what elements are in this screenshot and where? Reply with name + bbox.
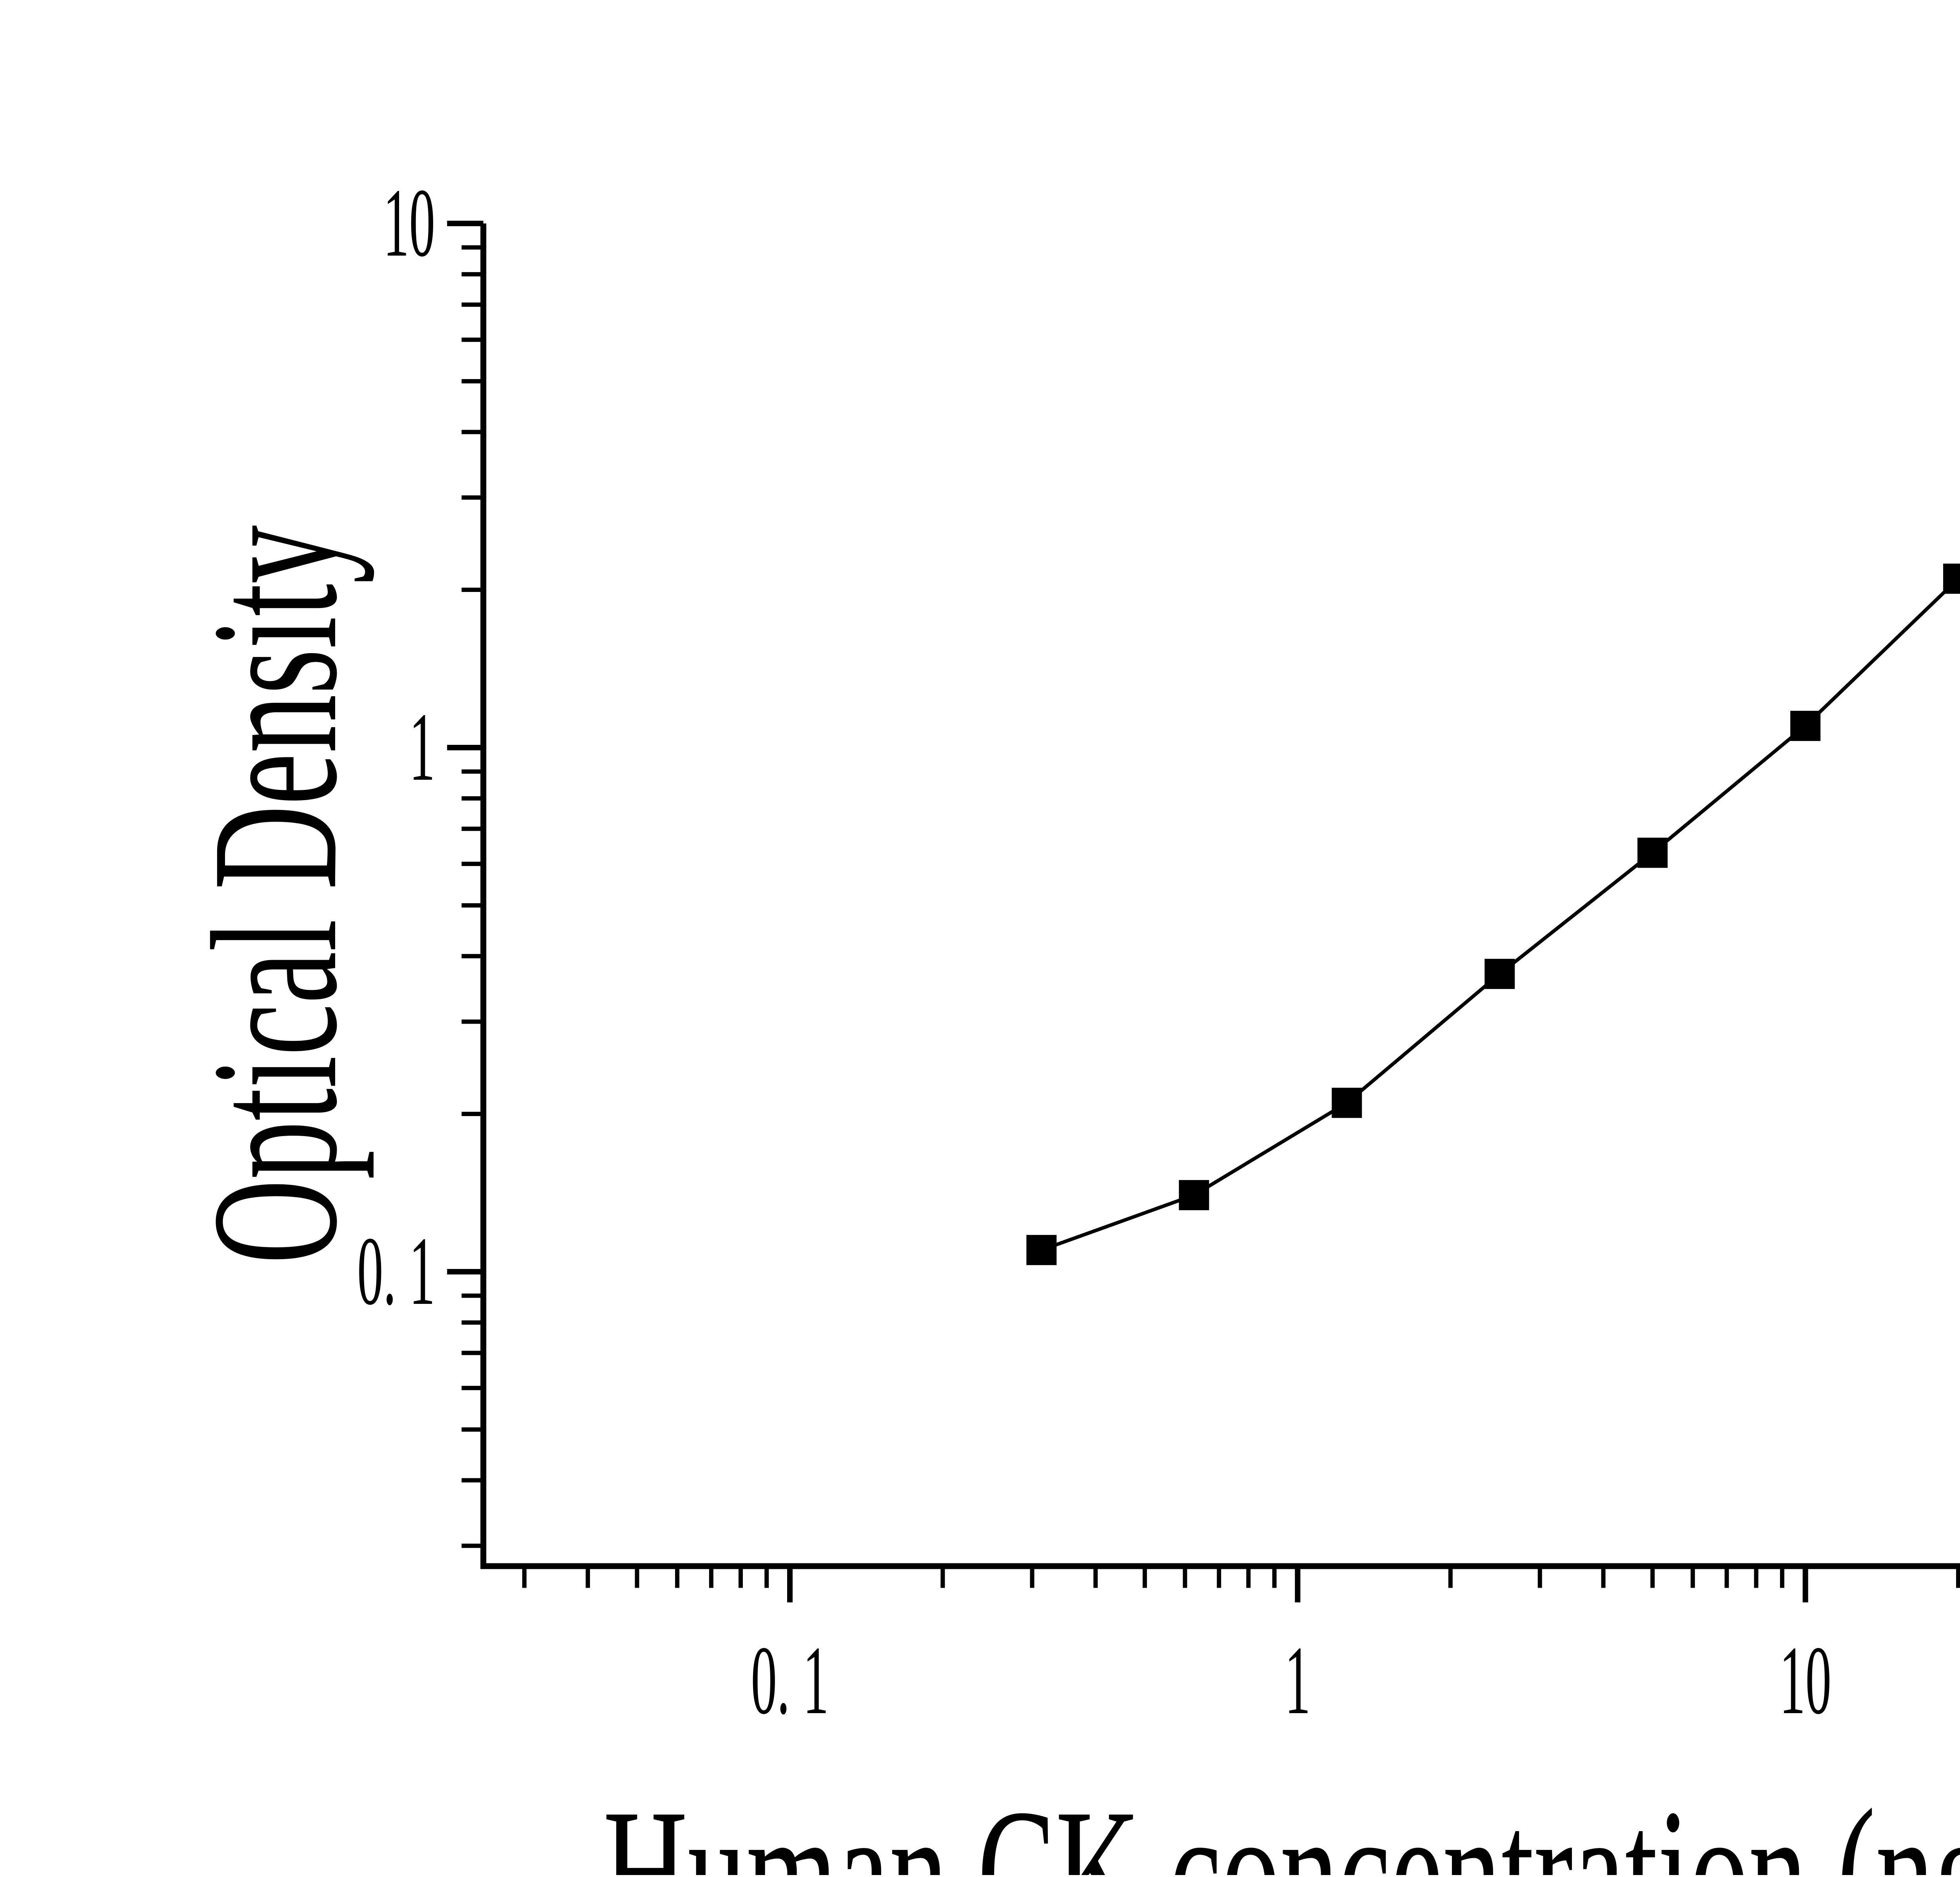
standard-curve-line <box>1042 579 1958 1250</box>
x-tick-label: 0. 1 <box>751 1626 829 1735</box>
axis-lines <box>481 223 1960 1569</box>
y-tick-label: 1 <box>409 693 435 801</box>
y-axis-title: Optical Density <box>174 525 375 1264</box>
axis-ticks <box>447 223 1960 1603</box>
x-tick-label: 10 <box>1779 1626 1831 1735</box>
x-axis-title: Human CK concentration (ng/mL) <box>603 1772 1960 1875</box>
data-point-marker <box>1637 838 1668 868</box>
x-tick-label: 1 <box>1285 1626 1310 1735</box>
tick-labels: 0. 11101001010. 1 <box>357 169 1960 1735</box>
data-point-marker <box>1790 711 1820 741</box>
data-point-marker <box>1485 959 1515 989</box>
y-tick-label: 10 <box>383 169 435 277</box>
data-point-marker <box>1026 1235 1056 1265</box>
data-point-marker <box>1332 1088 1362 1118</box>
plot-area <box>483 223 1960 1566</box>
data-point-marker <box>1943 564 1960 594</box>
data-point-marker <box>1179 1180 1209 1210</box>
data-series <box>1026 564 1960 1265</box>
